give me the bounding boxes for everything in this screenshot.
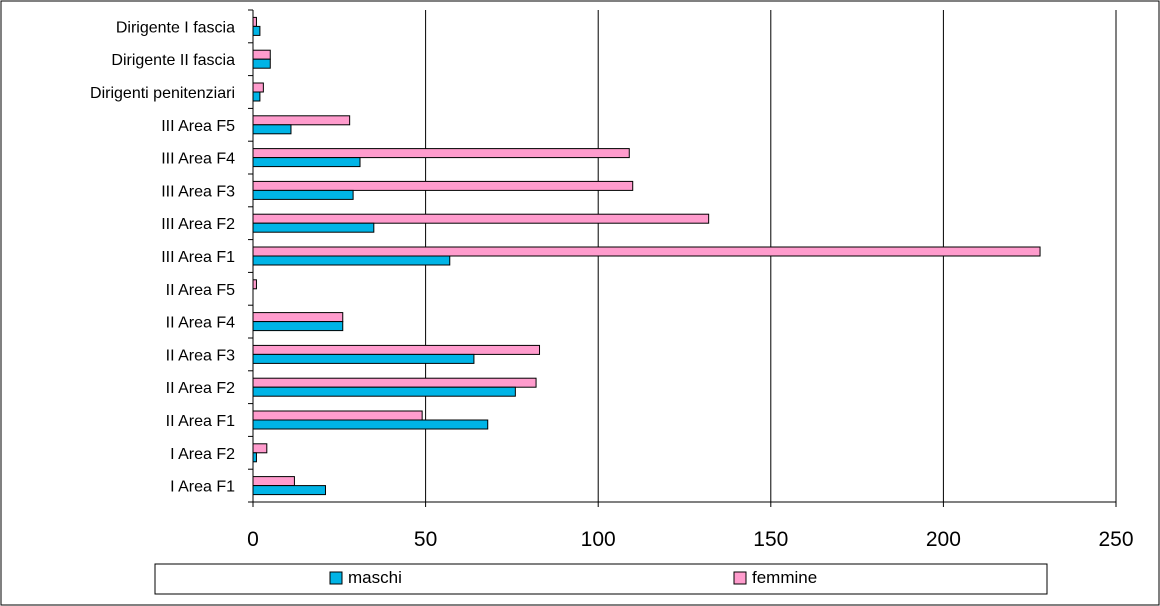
bar-maschi	[252, 485, 326, 496]
bar-femmine	[252, 377, 537, 388]
category-label: III Area F1	[161, 249, 235, 266]
bar-femmine	[252, 344, 541, 355]
bar-maschi	[252, 189, 354, 200]
bar-maschi	[252, 419, 489, 430]
bar-femmine	[252, 180, 634, 191]
bar-maschi	[252, 91, 261, 102]
legend-swatch-femmine	[733, 571, 747, 585]
legend-swatch-maschi	[329, 571, 343, 585]
x-tick-label: 0	[247, 528, 259, 551]
bar-maschi	[252, 222, 375, 233]
bar-femmine	[252, 410, 423, 421]
legend-label-femmine: femmine	[752, 568, 817, 587]
category-label: III Area F2	[161, 216, 235, 233]
bar-femmine	[252, 82, 264, 93]
legend-label-maschi: maschi	[348, 568, 402, 587]
bar-femmine	[252, 312, 344, 323]
category-label: II Area F1	[166, 413, 235, 430]
category-label: II Area F4	[166, 315, 235, 332]
category-label: I Area F2	[170, 446, 235, 463]
bar-femmine	[252, 49, 271, 60]
category-label: Dirigenti penitenziari	[90, 85, 235, 102]
category-label: III Area F5	[161, 118, 235, 135]
bar-maschi	[252, 124, 292, 135]
category-label: I Area F1	[170, 479, 235, 496]
legend: maschi femmine	[154, 563, 1048, 595]
bar-femmine	[252, 443, 268, 454]
bar-maschi	[252, 157, 361, 168]
category-label: III Area F3	[161, 183, 235, 200]
bar-maschi	[252, 353, 475, 364]
category-label: II Area F3	[166, 347, 235, 364]
bar-maschi	[252, 58, 271, 69]
bar-maschi	[252, 386, 516, 397]
bar-femmine	[252, 16, 257, 27]
bar-femmine	[252, 279, 257, 290]
bar-maschi	[252, 25, 261, 36]
x-tick-label: 250	[1098, 528, 1133, 551]
x-tick-label: 50	[414, 528, 437, 551]
x-tick-label: 200	[926, 528, 961, 551]
bar-femmine	[252, 213, 710, 224]
category-label: Dirigente II fascia	[111, 52, 235, 69]
category-label: II Area F2	[166, 380, 235, 397]
category-label: III Area F4	[161, 151, 235, 168]
bar-femmine	[252, 148, 630, 159]
x-tick-label: 150	[753, 528, 788, 551]
bar-femmine	[252, 476, 295, 487]
axes	[248, 9, 1117, 507]
bar-femmine	[252, 246, 1041, 257]
bars	[252, 16, 1041, 496]
x-tick-label: 100	[581, 528, 616, 551]
category-labels: Dirigente I fascia Dirigente II fascia Dir…	[90, 19, 235, 495]
bar-maschi	[252, 321, 344, 332]
bar-maschi	[252, 255, 451, 266]
x-tick-labels: 0 50 100 150 200 250	[247, 528, 1133, 551]
category-label: Dirigente I fascia	[116, 19, 235, 36]
bar-femmine	[252, 115, 351, 126]
category-label: II Area F5	[166, 282, 235, 299]
bar-maschi	[252, 452, 257, 463]
legend-box	[154, 563, 1048, 595]
